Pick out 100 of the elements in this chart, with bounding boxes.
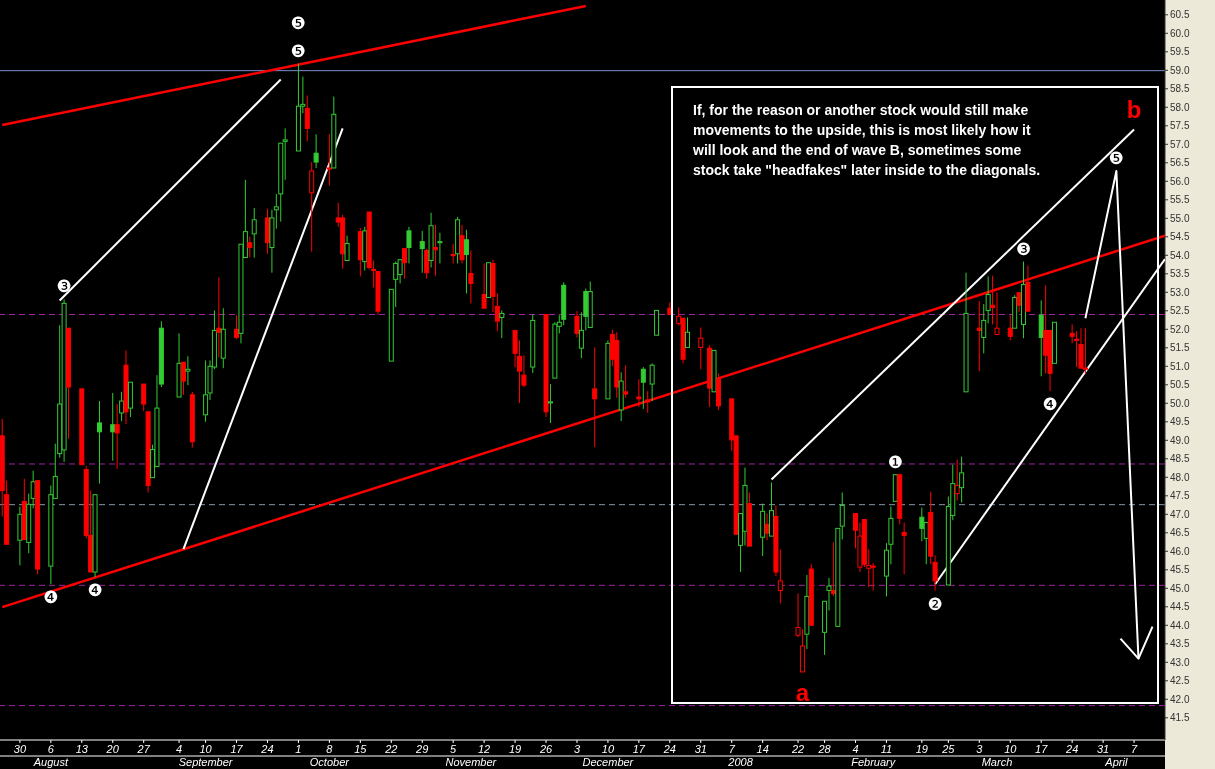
y-tick-label: 53.5 — [1170, 268, 1190, 280]
y-tick-label: 60.0 — [1170, 27, 1190, 39]
y-tick-label: 45.5 — [1170, 564, 1190, 576]
y-tick-label: 54.5 — [1170, 231, 1190, 243]
x-tick-label: 30 — [13, 742, 27, 755]
candlestick — [304, 94, 310, 142]
candlestick — [180, 361, 186, 396]
x-tick-label: 24 — [260, 742, 274, 755]
x2-tick-label: April — [1104, 755, 1128, 768]
x2-tick-label: December — [582, 755, 635, 768]
x2-tick-label: October — [309, 755, 351, 768]
candlestick — [406, 226, 412, 264]
y-tick-label: 42.0 — [1170, 693, 1190, 705]
annotation: ❺ — [290, 12, 307, 33]
y-tick-label: 54.0 — [1170, 249, 1190, 261]
candlestick — [437, 232, 443, 264]
x-tick-label: 3 — [976, 742, 984, 755]
y-tick-label: 59.5 — [1170, 46, 1190, 58]
candlestick — [278, 142, 284, 223]
y-tick-label: 52.0 — [1170, 323, 1190, 335]
candlestick — [742, 467, 748, 546]
candlestick — [764, 513, 770, 541]
candlestick — [919, 507, 925, 542]
candlestick — [203, 359, 209, 423]
x-tick-label: 22 — [790, 742, 805, 755]
candlestick — [110, 392, 116, 462]
x-tick-label: 3 — [573, 742, 581, 755]
y-tick-label: 45.0 — [1170, 582, 1190, 594]
x-tick-label: 17 — [230, 742, 244, 755]
y-tick-label: 42.5 — [1170, 675, 1190, 687]
candlestick — [990, 275, 996, 325]
y-tick-label: 50.5 — [1170, 379, 1190, 391]
x-tick-label: 31 — [694, 742, 707, 755]
x2-tick-label: August — [32, 755, 69, 768]
y-tick-label: 44.5 — [1170, 601, 1190, 613]
x-tick-label: 24 — [1065, 742, 1079, 755]
x2-tick-label: September — [178, 755, 234, 768]
x-tick-label: 31 — [1096, 742, 1110, 755]
annotation: ❹ — [87, 580, 103, 601]
x-tick-label: 7 — [728, 742, 736, 755]
x-tick-label: 10 — [1004, 742, 1018, 755]
x2-tick-label: November — [445, 755, 498, 768]
y-tick-label: 47.5 — [1170, 490, 1190, 502]
candlestick — [994, 291, 1000, 335]
x2-tick-label: February — [851, 755, 897, 768]
x-tick-label: 4 — [852, 742, 859, 755]
y-tick-label: 52.5 — [1170, 305, 1190, 317]
candlestick — [1038, 299, 1044, 377]
x-tick-label: 22 — [384, 742, 398, 755]
y-tick-label: 56.0 — [1170, 175, 1190, 187]
candlestick — [176, 332, 182, 398]
candlestick — [185, 355, 191, 386]
candlestick — [220, 307, 226, 369]
candlestick — [640, 366, 646, 410]
candlestick — [959, 456, 965, 503]
candlestick — [92, 494, 98, 578]
x-tick-label: 19 — [508, 742, 522, 755]
x-tick-label: 13 — [75, 742, 89, 755]
candlestick — [79, 388, 85, 466]
x-tick-label: 26 — [538, 742, 554, 755]
candlestick — [685, 316, 691, 348]
x-tick-label: 12 — [478, 742, 491, 755]
y-tick-label: 58.0 — [1170, 101, 1190, 113]
x-tick-label: 11 — [880, 742, 893, 755]
annotation: ❺ — [1108, 147, 1124, 168]
y-tick-label: 49.0 — [1170, 434, 1190, 446]
y-tick-label: 56.5 — [1170, 157, 1190, 169]
y-tick-label: 48.0 — [1170, 471, 1190, 483]
y-tick-label: 49.5 — [1170, 416, 1190, 428]
x-tick-label: 8 — [326, 742, 334, 755]
y-tick-label: 57.0 — [1170, 138, 1190, 150]
x-tick-label: 15 — [354, 742, 368, 755]
x2-tick-label: March — [981, 755, 1013, 768]
annotation: ❸ — [1015, 238, 1032, 259]
candlestick — [1051, 321, 1057, 364]
candlestick — [145, 411, 151, 493]
y-tick-label: 55.5 — [1170, 194, 1190, 206]
candlestick — [499, 309, 505, 339]
candlestick — [331, 96, 337, 169]
candlestick — [468, 249, 474, 304]
y-tick-label: 47.0 — [1170, 508, 1190, 520]
y-tick-label: 46.5 — [1170, 527, 1190, 539]
candlestick — [592, 346, 598, 448]
x-tick-label: 4 — [176, 742, 183, 755]
x-tick-label: 19 — [915, 742, 928, 755]
x-tick-label: 25 — [941, 742, 956, 755]
candlestick — [1078, 327, 1084, 369]
candlestick — [839, 491, 845, 540]
x-tick-label: 5 — [450, 742, 458, 755]
y-tick-label: 55.0 — [1170, 212, 1190, 224]
y-tick-label: 51.5 — [1170, 342, 1190, 354]
candlestick — [963, 272, 969, 393]
x-tick-label: 14 — [756, 742, 769, 755]
x-tick-label: 10 — [601, 742, 615, 755]
x-tick-label: 28 — [817, 742, 832, 755]
x-tick-label: 17 — [632, 742, 646, 755]
candlestick — [114, 403, 120, 470]
candlestick — [481, 262, 487, 309]
annotation: ❺ — [290, 40, 307, 61]
x-tick-label: 29 — [415, 742, 429, 755]
